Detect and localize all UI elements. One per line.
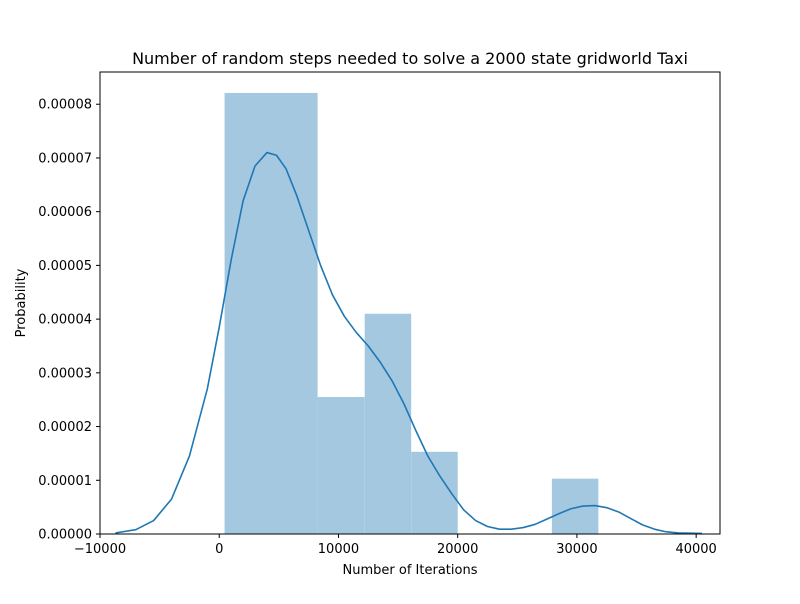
plot-frame	[99, 71, 721, 535]
y-tick-label: 0.00001	[38, 474, 92, 489]
histogram-bar	[364, 313, 412, 534]
y-tick-label: 0.00000	[38, 528, 92, 543]
x-axis-label: Number of Iterations	[343, 563, 478, 578]
y-tick-label: 0.00003	[38, 366, 92, 381]
kde-line	[115, 151, 703, 535]
x-tick-label: 30000	[556, 542, 597, 557]
histogram-bars	[224, 92, 599, 534]
y-tick-label: 0.00004	[38, 313, 92, 328]
y-axis-label: Probability	[14, 268, 29, 337]
y-tick-label: 0.00008	[38, 98, 92, 113]
x-tick-label: −10000	[74, 542, 126, 557]
chart-title: Number of random steps needed to solve a…	[132, 49, 688, 68]
x-tick-label: 20000	[437, 542, 478, 557]
x-axis-ticks: −10000 0 10000 20000 30000 40000	[74, 534, 717, 557]
y-tick-label: 0.00002	[38, 420, 92, 435]
x-tick-label: 40000	[675, 542, 716, 557]
y-tick-label: 0.00006	[38, 205, 92, 220]
histogram-bar	[317, 397, 365, 534]
kde-layer	[115, 151, 703, 535]
histogram-bar	[224, 92, 318, 534]
y-tick-label: 0.00007	[38, 151, 92, 166]
x-tick-label: 10000	[318, 542, 359, 557]
y-tick-label: 0.00005	[38, 259, 92, 274]
y-axis-ticks: 0.00000 0.00001 0.00002 0.00003 0.00004 0.000…	[38, 98, 100, 543]
x-tick-label: 0	[215, 542, 223, 557]
